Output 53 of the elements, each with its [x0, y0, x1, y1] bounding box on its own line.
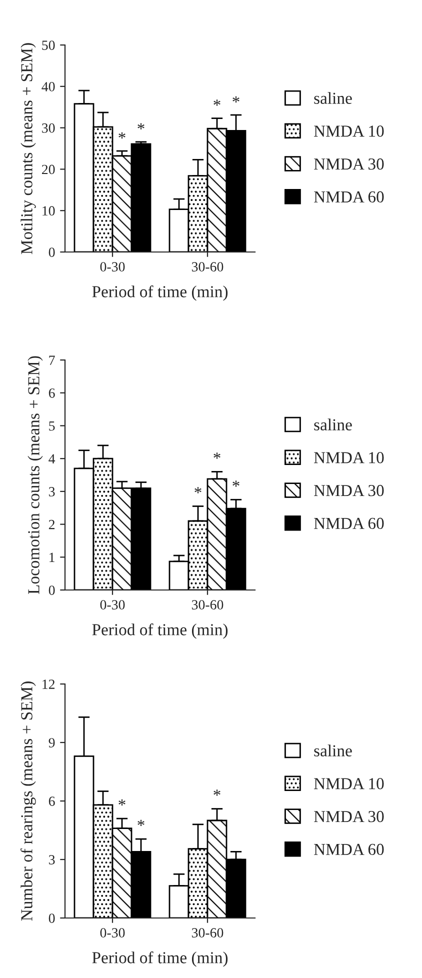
- y-tick-label: 3: [48, 855, 55, 864]
- y-tick-label: 6: [48, 388, 55, 398]
- x-tick-label: 0-30: [100, 600, 125, 610]
- data-label: *: [214, 790, 220, 796]
- legend-label: NMDA 30: [314, 484, 384, 496]
- legend-label: saline: [314, 92, 352, 104]
- x-tick-label: 0-30: [100, 928, 125, 938]
- y-tick-label: 12: [42, 680, 55, 689]
- y-tick-label: 3: [48, 487, 55, 496]
- y-axis-title: Locomotion counts (means + SEM): [28, 356, 43, 594]
- legend-label: NMDA 60: [314, 191, 384, 203]
- legend-label: NMDA 10: [314, 126, 384, 137]
- y-tick-label: 2: [48, 520, 55, 530]
- y-tick-label: 5: [49, 421, 55, 431]
- legend-label: NMDA 30: [314, 810, 384, 822]
- x-tick-label: 30-60: [192, 928, 224, 938]
- y-tick-label: 0: [48, 914, 55, 923]
- x-axis-title: Period of time (min): [92, 285, 228, 301]
- data-label: *: [118, 799, 126, 806]
- x-axis-title: Period of time (min): [92, 951, 228, 967]
- y-tick-label: 1: [50, 552, 54, 562]
- y-axis-title: Number of rearings (means + SEM): [20, 682, 36, 921]
- data-label: *: [194, 487, 202, 494]
- y-tick-label: 50: [42, 40, 55, 50]
- legend-label: saline: [314, 744, 352, 756]
- legend-label: NMDA 60: [314, 518, 384, 530]
- data-label: *: [232, 96, 240, 102]
- y-tick-label: 40: [42, 82, 55, 92]
- data-label: *: [214, 100, 220, 106]
- data-label: *: [138, 123, 144, 130]
- y-tick-label: 9: [48, 738, 55, 748]
- y-tick-label: 10: [42, 206, 55, 216]
- legend-label: NMDA 10: [314, 778, 384, 790]
- y-tick-label: 30: [42, 123, 55, 133]
- y-axis-title: Motility counts (means + SEM): [20, 43, 36, 254]
- data-label: *: [232, 480, 240, 487]
- legend-label: NMDA 60: [314, 844, 384, 856]
- x-axis-title: Period of time (min): [92, 623, 228, 639]
- y-tick-label: 6: [48, 796, 55, 806]
- y-tick-label: 7: [49, 356, 55, 365]
- data-label: *: [118, 132, 126, 138]
- data-label: *: [138, 820, 144, 826]
- legend-label: NMDA 10: [314, 452, 384, 464]
- y-tick-label: 0: [48, 586, 55, 595]
- data-label: *: [214, 452, 220, 459]
- x-tick-label: 0-30: [100, 262, 125, 272]
- y-tick-label: 0: [48, 248, 55, 257]
- x-tick-label: 30-60: [192, 262, 224, 272]
- x-tick-label: 30-60: [192, 600, 224, 610]
- y-tick-label: 20: [42, 164, 55, 174]
- y-tick-label: 4: [48, 454, 56, 464]
- legend-label: saline: [314, 418, 352, 430]
- legend-label: NMDA 30: [314, 158, 384, 170]
